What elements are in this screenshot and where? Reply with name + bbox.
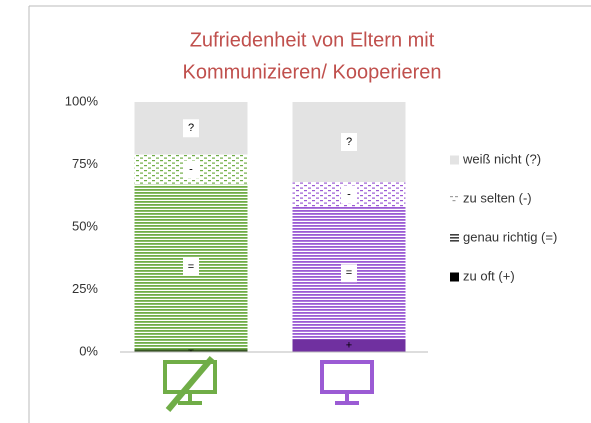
label-box bbox=[341, 264, 357, 283]
legend-swatch bbox=[450, 155, 459, 165]
y-tick-label: 50% bbox=[72, 218, 98, 233]
legend-label: zu selten (-) bbox=[463, 190, 532, 205]
segment-label: + bbox=[346, 340, 352, 352]
label-box bbox=[183, 258, 199, 276]
legend-swatch bbox=[450, 196, 453, 198]
legend-swatch bbox=[450, 272, 459, 282]
legend-swatch bbox=[450, 237, 459, 239]
chart-title: Kommunizieren/ Kooperieren bbox=[182, 61, 441, 83]
bar-segment bbox=[134, 349, 248, 352]
segment-label: = bbox=[188, 261, 194, 273]
legend-label: weiß nicht (?) bbox=[462, 151, 541, 166]
legend-swatch bbox=[450, 240, 459, 242]
label-box bbox=[183, 160, 199, 179]
segment-label: ? bbox=[346, 136, 352, 148]
segment-label: + bbox=[188, 345, 194, 357]
y-tick-label: 75% bbox=[72, 156, 98, 171]
segment-label: - bbox=[347, 188, 351, 200]
icon-monitor-crossed bbox=[163, 356, 217, 412]
icon-monitor bbox=[320, 360, 374, 405]
y-tick-label: 100% bbox=[65, 93, 99, 108]
legend-label: genau richtig (=) bbox=[463, 229, 557, 244]
segment-label: ? bbox=[188, 122, 194, 134]
segment-label: = bbox=[346, 267, 352, 279]
bar-segment bbox=[292, 339, 406, 352]
label-box bbox=[183, 119, 199, 138]
legend-swatch bbox=[455, 196, 458, 198]
legend-label: zu oft (+) bbox=[463, 268, 515, 283]
y-tick-label: 0% bbox=[79, 343, 98, 358]
label-box bbox=[341, 133, 357, 151]
label-box bbox=[341, 185, 357, 204]
legend-swatch bbox=[452, 200, 456, 202]
legend-swatch bbox=[450, 234, 459, 236]
chart-title: Zufriedenheit von Eltern mit bbox=[190, 29, 435, 51]
y-tick-label: 25% bbox=[72, 281, 98, 296]
segment-label: - bbox=[189, 163, 193, 175]
